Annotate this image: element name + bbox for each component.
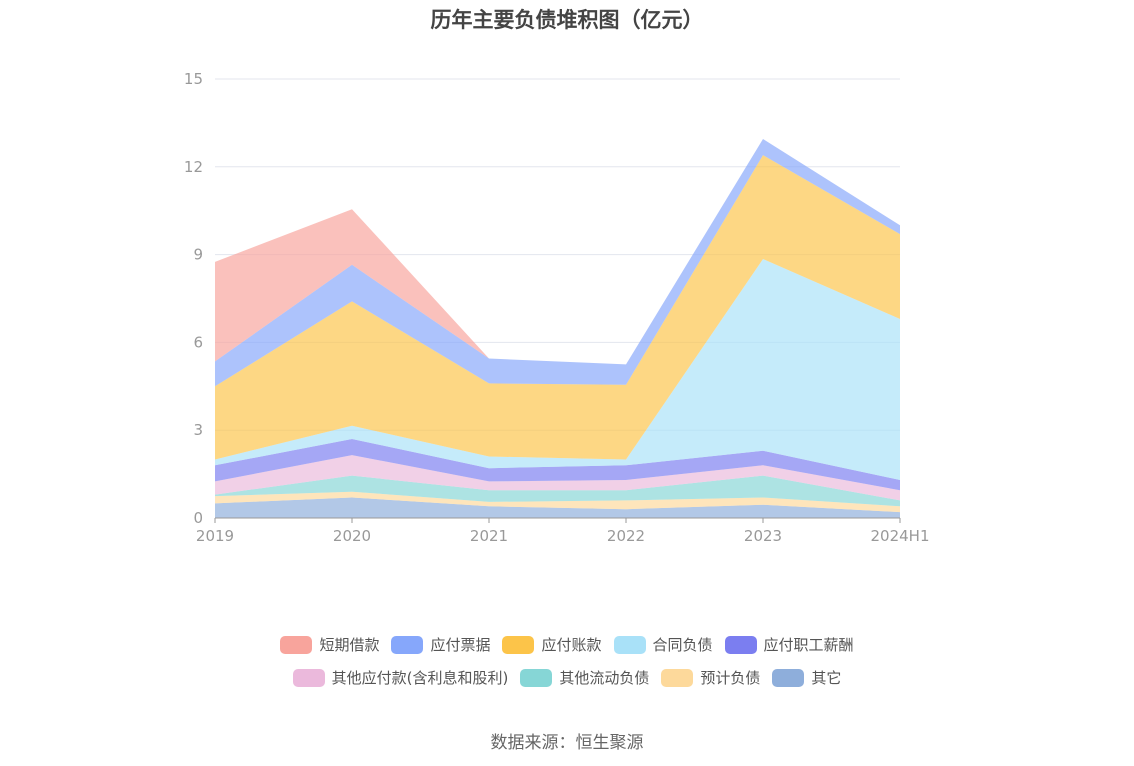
legend-swatch bbox=[520, 668, 553, 687]
legend-swatch bbox=[661, 668, 694, 687]
area-series-7 bbox=[215, 139, 900, 387]
y-tick-label: 12 bbox=[184, 158, 203, 176]
area-series-5 bbox=[215, 259, 900, 480]
legend-swatch bbox=[724, 635, 757, 654]
legend-swatch bbox=[292, 668, 325, 687]
legend-label: 其他应付款(含利息和股利) bbox=[331, 669, 509, 687]
chart-title: 历年主要负债堆积图（亿元） bbox=[430, 8, 704, 32]
area-series-8 bbox=[215, 139, 900, 365]
legend-label: 其它 bbox=[811, 669, 842, 687]
area-series-4 bbox=[215, 439, 900, 491]
legend: 短期借款 应付票据 应付账款 合同负债 应付职工薪酬其他应付款(含利息和股利) 其他流动负… bbox=[0, 628, 1134, 694]
y-tick-label: 15 bbox=[184, 70, 203, 88]
legend-row: 其他应付款(含利息和股利) 其他流动负债 预计负债 其它 bbox=[0, 661, 1134, 694]
legend-item[interactable]: 应付账款 bbox=[502, 634, 602, 655]
y-tick-label: 0 bbox=[193, 509, 203, 527]
area-series-group bbox=[215, 139, 900, 518]
legend-label: 应付账款 bbox=[541, 636, 602, 654]
area-series-3 bbox=[215, 455, 900, 501]
area-series-6 bbox=[215, 155, 900, 460]
axes: 0 3 6 9 12 15 2019 2020 2021 2022 2023 2024H1 bbox=[184, 70, 930, 545]
legend-swatch bbox=[502, 635, 535, 654]
legend-row: 短期借款 应付票据 应付账款 合同负债 应付职工薪酬 bbox=[0, 628, 1134, 661]
legend-label: 预计负债 bbox=[700, 669, 761, 687]
area-series-2 bbox=[215, 475, 900, 507]
legend-item[interactable]: 短期借款 bbox=[280, 634, 379, 655]
y-tick-label: 6 bbox=[193, 333, 203, 351]
stacked-area-chart: 0 3 6 9 12 15 2019 2020 2021 2022 2023 2024H1 bbox=[184, 70, 930, 545]
legend-swatch bbox=[613, 635, 646, 654]
legend-label: 应付票据 bbox=[430, 636, 491, 654]
area-series-1 bbox=[215, 491, 900, 513]
y-tick-label: 9 bbox=[193, 246, 203, 264]
legend-item[interactable]: 应付票据 bbox=[391, 634, 490, 655]
x-tick-label: 2023 bbox=[744, 527, 782, 545]
legend-item[interactable]: 其他流动负债 bbox=[520, 667, 649, 688]
legend-item[interactable]: 合同负债 bbox=[613, 634, 713, 655]
x-tick-label: 2021 bbox=[470, 527, 508, 545]
legend-item[interactable]: 预计负债 bbox=[661, 667, 760, 688]
legend-label: 应付职工薪酬 bbox=[763, 636, 854, 654]
legend-swatch bbox=[391, 635, 424, 654]
legend-item[interactable]: 其它 bbox=[772, 667, 841, 688]
x-tick-label: 2022 bbox=[607, 527, 645, 545]
data-source-note: 数据来源：恒生聚源 bbox=[490, 733, 644, 753]
legend-item[interactable]: 应付职工薪酬 bbox=[724, 634, 854, 655]
legend-swatch bbox=[772, 668, 805, 687]
legend-swatch bbox=[280, 635, 313, 654]
x-tick-label: 2024H1 bbox=[871, 527, 930, 545]
legend-label: 其他流动负债 bbox=[559, 669, 650, 687]
x-tick-label: 2020 bbox=[333, 527, 371, 545]
legend-label: 合同负债 bbox=[652, 636, 713, 654]
x-tick-label: 2019 bbox=[196, 527, 234, 545]
legend-item[interactable]: 其他应付款(含利息和股利) bbox=[292, 667, 509, 688]
legend-label: 短期借款 bbox=[319, 636, 380, 654]
y-tick-label: 3 bbox=[193, 421, 203, 439]
